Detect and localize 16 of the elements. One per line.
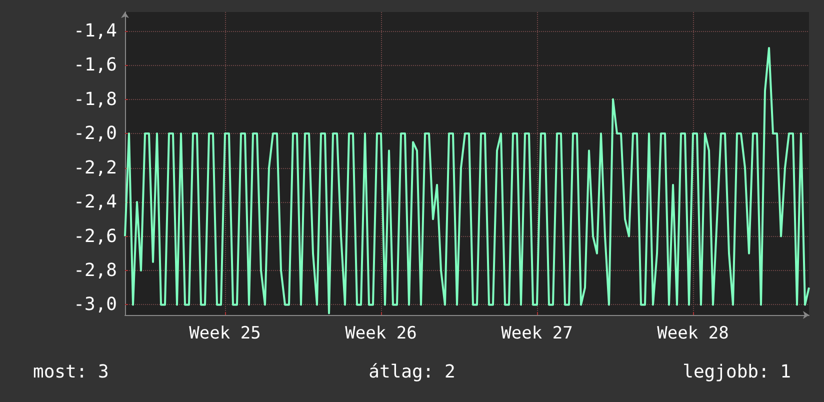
y-tick-label: -2,0 <box>74 123 117 144</box>
y-tick-label: -3,0 <box>74 294 117 316</box>
y-tick-label: -2,2 <box>74 157 117 178</box>
text: legjobb: 1 <box>682 362 792 382</box>
y-tick-label: -1,4 <box>74 20 117 42</box>
text: átlag: 2 <box>368 362 456 382</box>
x-tick-label: Week 25 <box>189 324 261 344</box>
y-tick-label: -2,6 <box>74 226 117 247</box>
y-tick-label: -1,6 <box>74 54 117 76</box>
y-tick-label: -2,8 <box>74 260 117 281</box>
x-tick-label: Week 27 <box>501 324 573 344</box>
y-tick-label: -2,4 <box>74 192 117 213</box>
y-tick-label: -1,8 <box>74 88 117 110</box>
x-tick-label: Week 28 <box>657 324 729 344</box>
text: most: 3 <box>33 362 109 382</box>
x-tick-label: Week 26 <box>345 324 417 344</box>
